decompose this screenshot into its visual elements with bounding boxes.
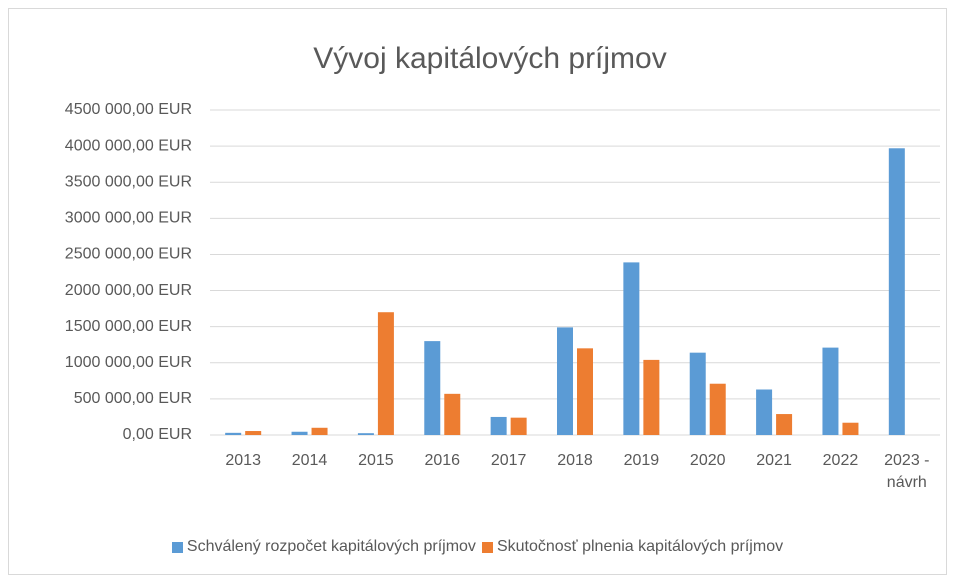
y-tick-label: 4000 000,00 EUR [65, 137, 192, 154]
x-tick-label: 2019 [623, 452, 660, 469]
bar [444, 393, 461, 435]
bar [311, 427, 328, 435]
bar [822, 347, 839, 435]
bar [245, 431, 262, 435]
y-tick-label: 2000 000,00 EUR [65, 282, 192, 299]
bar [842, 422, 859, 435]
legend-item: Skutočnosť plnenia kapitálových príjmov [481, 538, 784, 556]
y-tick-label: 0,00 EUR [123, 426, 192, 443]
bar [225, 432, 242, 435]
bar [643, 359, 660, 435]
legend-item: Schválený rozpočet kapitálových príjmov [171, 538, 476, 556]
x-tick-label: 2015 [358, 452, 394, 469]
bar [377, 312, 394, 435]
x-tick-label: 2018 [557, 452, 593, 469]
bar [424, 341, 441, 435]
bar [357, 433, 374, 435]
x-tick-label: 2023 - návrh [884, 452, 930, 491]
y-tick-label: 1500 000,00 EUR [65, 318, 192, 335]
y-tick-label: 4500 000,00 EUR [65, 101, 192, 118]
legend-swatch [171, 541, 183, 553]
y-tick-label: 3500 000,00 EUR [65, 173, 192, 190]
y-tick-label: 2500 000,00 EUR [65, 246, 192, 263]
y-tick-label: 3000 000,00 EUR [65, 210, 192, 227]
bar [291, 431, 308, 435]
legend-swatch [481, 541, 493, 553]
bar [689, 352, 706, 435]
bar [776, 414, 793, 435]
bar [490, 416, 507, 435]
y-tick-label: 1000 000,00 EUR [65, 354, 192, 371]
x-tick-label: 2017 [490, 452, 527, 469]
bar [709, 383, 726, 435]
y-tick-label: 500 000,00 EUR [74, 390, 192, 407]
bar [888, 148, 905, 435]
x-tick-label: 2020 [689, 452, 726, 469]
x-tick-label: 2014 [291, 452, 328, 469]
legend: Schválený rozpočet kapitálových príjmov S… [0, 538, 955, 556]
bar [510, 417, 527, 435]
legend-label: Schválený rozpočet kapitálových príjmov [186, 538, 476, 555]
x-tick-label: 2016 [424, 452, 461, 469]
bar [557, 327, 573, 435]
x-tick-label: 2013 [225, 452, 261, 469]
chart-title: Vývoj kapitálových príjmov [313, 42, 666, 75]
bar [756, 389, 773, 435]
legend-label: Skutočnosť plnenia kapitálových príjmov [496, 538, 784, 555]
x-tick-label: 2022 [822, 452, 859, 469]
bar [577, 348, 593, 435]
bar [623, 262, 640, 435]
chart-border [8, 8, 947, 575]
x-tick-label: 2021 [756, 452, 792, 469]
